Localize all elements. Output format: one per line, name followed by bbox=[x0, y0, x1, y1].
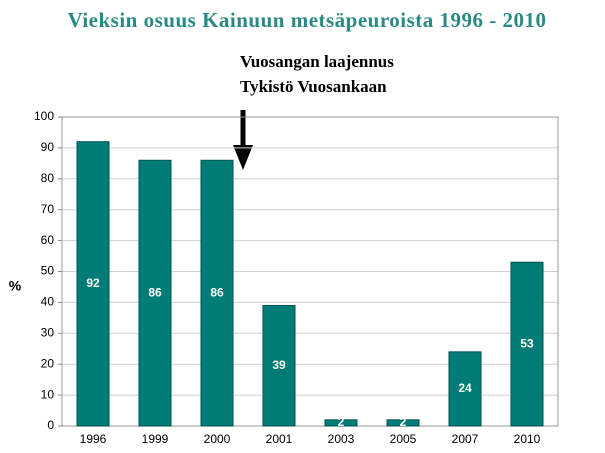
value-label: 86 bbox=[148, 285, 162, 299]
y-tick-label: 10 bbox=[41, 387, 55, 401]
value-label: 53 bbox=[520, 336, 534, 350]
bar bbox=[200, 159, 234, 427]
value-label: 86 bbox=[210, 285, 224, 299]
value-label: 39 bbox=[272, 358, 286, 372]
x-tick-label: 2003 bbox=[328, 432, 355, 446]
annotation: Vuosangan laajennus bbox=[240, 52, 394, 71]
value-label: 24 bbox=[458, 381, 472, 395]
x-tick-label: 2000 bbox=[204, 432, 231, 446]
annotation: Tykistö Vuosankaan bbox=[240, 77, 387, 96]
value-label: 92 bbox=[86, 276, 100, 290]
x-tick-label: 2001 bbox=[266, 432, 293, 446]
x-tick-label: 2005 bbox=[390, 432, 417, 446]
x-tick-label: 2007 bbox=[452, 432, 479, 446]
y-tick-label: 50 bbox=[41, 264, 55, 278]
y-tick-label: 30 bbox=[41, 325, 55, 339]
y-tick-label: 60 bbox=[41, 233, 55, 247]
y-tick-label: 70 bbox=[41, 202, 55, 216]
x-tick-label: 1999 bbox=[142, 432, 169, 446]
arrow bbox=[233, 110, 253, 170]
value-label: 2 bbox=[338, 415, 345, 429]
y-tick-label: 80 bbox=[41, 171, 55, 185]
plot-frame bbox=[61, 116, 559, 427]
y-tick-label: 0 bbox=[47, 418, 54, 432]
bar bbox=[386, 419, 420, 427]
chart-title: Vieksin osuus Kainuun metsäpeuroista 199… bbox=[67, 8, 546, 32]
value-label: 2 bbox=[400, 415, 407, 429]
bar bbox=[76, 141, 110, 427]
y-tick-label: 40 bbox=[41, 295, 55, 309]
x-tick-label: 1996 bbox=[80, 432, 107, 446]
bar bbox=[138, 159, 172, 427]
y-tick-label: 100 bbox=[34, 109, 54, 123]
bar bbox=[324, 419, 358, 427]
y-tick-label: 90 bbox=[41, 140, 55, 154]
x-tick-label: 2010 bbox=[514, 432, 541, 446]
y-tick-label: 20 bbox=[41, 356, 55, 370]
bar bbox=[448, 351, 482, 427]
bar bbox=[510, 261, 544, 427]
y-axis-label: % bbox=[9, 278, 22, 294]
bar bbox=[262, 304, 296, 427]
